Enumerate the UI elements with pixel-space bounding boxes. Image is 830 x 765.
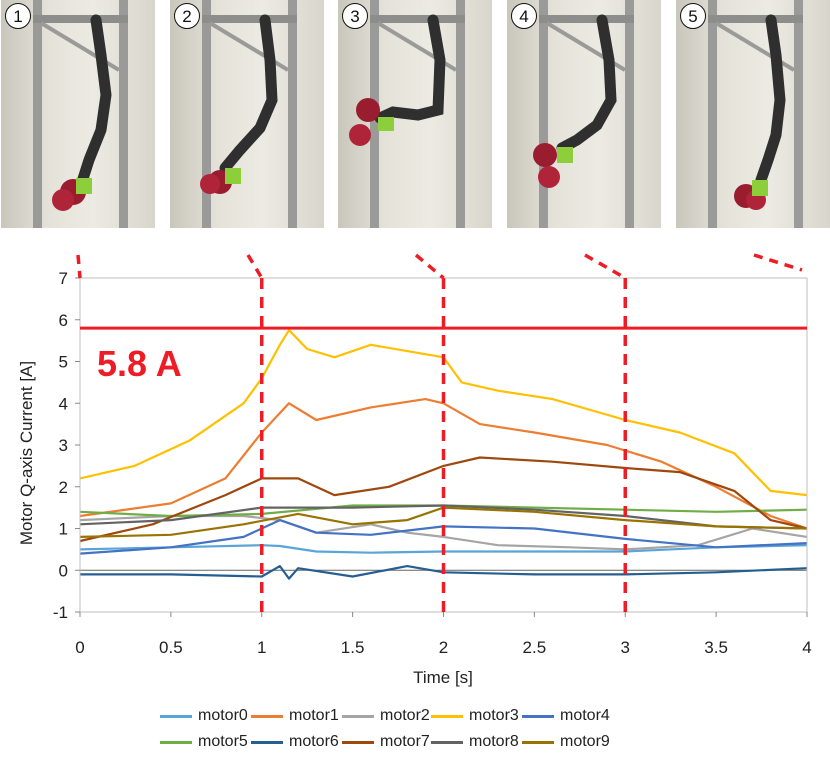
- step-badge-2: 2: [174, 3, 200, 29]
- legend-item-motor4: motor4: [522, 705, 610, 727]
- legend-swatch: [431, 714, 463, 718]
- legend-swatch: [342, 740, 374, 744]
- series-line-motor9: [79, 506, 808, 538]
- robot-arm-illustration: [33, 0, 128, 228]
- step-badge-1: 1: [5, 3, 31, 29]
- y-tick-label: 2: [59, 478, 68, 497]
- y-axis-title: Motor Q-axis Current [A]: [17, 361, 36, 545]
- step-badge-5: 5: [680, 3, 706, 29]
- robot-photo-3: 3: [338, 0, 492, 228]
- robot-arm-illustration: [708, 0, 803, 228]
- photo-connector-2: [246, 254, 264, 279]
- legend-swatch: [342, 714, 374, 718]
- legend-swatch: [160, 740, 192, 744]
- y-tick-label: 1: [59, 520, 68, 539]
- robot-photo-2: 2: [170, 0, 324, 228]
- legend-item-motor0: motor0: [160, 705, 248, 727]
- series-line-motor8: [79, 504, 808, 530]
- x-tick-label: 2.5: [523, 638, 547, 657]
- chart-series-layer: [79, 329, 808, 580]
- legend-item-motor3: motor3: [431, 705, 519, 727]
- legend-label: motor7: [380, 733, 430, 750]
- series-line-motor4: [79, 519, 808, 555]
- series-line-motor0: [79, 544, 808, 554]
- x-tick-label: 1: [257, 638, 266, 657]
- robot-photo-5: 5: [676, 0, 830, 228]
- robot-photo-4: 4: [507, 0, 661, 228]
- legend-item-motor6: motor6: [251, 731, 339, 753]
- legend-item-motor8: motor8: [431, 731, 519, 753]
- step-badge-3: 3: [342, 3, 368, 29]
- legend-label: motor4: [560, 707, 610, 724]
- x-axis-title: Time [s]: [413, 668, 473, 687]
- legend-label: motor9: [560, 733, 610, 750]
- legend-label: motor5: [198, 733, 248, 750]
- legend-label: motor3: [469, 707, 519, 724]
- chart-axes: -1 0 1 2 3 4 5 6 7 0 0.5 1 1.5 2 2.5 3 3.5 4: [53, 269, 812, 657]
- y-tick-label: 4: [59, 394, 68, 413]
- x-tick-label: 4: [802, 638, 811, 657]
- legend-swatch: [251, 714, 283, 718]
- series-line-motor6: [80, 565, 808, 580]
- x-tick-label: 0.5: [159, 638, 183, 657]
- legend-row-1: motor0 motor1 motor2 motor3 motor4: [160, 705, 720, 731]
- legend-swatch: [431, 740, 463, 744]
- legend-label: motor8: [469, 733, 519, 750]
- x-tick-label: 2: [439, 638, 448, 657]
- robot-arm-illustration: [349, 0, 465, 228]
- legend-label: motor2: [380, 707, 430, 724]
- legend-item-motor9: motor9: [522, 731, 610, 753]
- series-line-motor3: [79, 329, 808, 497]
- robot-photo-strip: 1 2 3 4: [0, 0, 830, 230]
- legend-swatch: [251, 740, 283, 744]
- x-tick-label: 1.5: [341, 638, 365, 657]
- legend-item-motor2: motor2: [342, 705, 430, 727]
- y-tick-label: 5: [59, 353, 68, 372]
- threshold-label: 5.8 A: [97, 343, 182, 384]
- photo-connector-3: [414, 253, 445, 280]
- y-tick-label: 6: [59, 311, 68, 330]
- motor-current-chart: -1 0 1 2 3 4 5 6 7 0 0.5 1 1.5 2 2.5 3 3.5 4 5.8 A Time […: [17, 253, 812, 687]
- step-badge-4: 4: [511, 3, 537, 29]
- legend-row-2: motor5 motor6 motor7 motor8 motor9: [160, 731, 720, 757]
- photo-connector-4: [584, 253, 627, 280]
- legend-item-motor7: motor7: [342, 731, 430, 753]
- legend-label: motor1: [289, 707, 339, 724]
- robot-photo-1: 1: [1, 0, 155, 228]
- legend-item-motor1: motor1: [251, 705, 339, 727]
- x-tick-label: 3.5: [704, 638, 728, 657]
- y-tick-label: -1: [53, 603, 68, 622]
- robot-arm-illustration: [533, 0, 634, 228]
- legend-swatch: [522, 740, 554, 744]
- y-tick-label: 3: [59, 436, 68, 455]
- series-line-motor2: [79, 514, 808, 551]
- chart-legend: motor0 motor1 motor2 motor3 motor4 motor5 mot…: [160, 705, 720, 757]
- x-tick-label: 3: [621, 638, 630, 657]
- y-tick-label: 0: [59, 561, 68, 580]
- x-tick-label: 0: [75, 638, 84, 657]
- robot-arm-illustration: [200, 0, 297, 228]
- photo-connector-5: [753, 253, 803, 272]
- legend-swatch: [160, 714, 192, 718]
- series-line-motor7: [79, 456, 808, 543]
- legend-label: motor6: [289, 733, 339, 750]
- chart-annotations: 5.8 A: [76, 253, 807, 612]
- legend-swatch: [522, 714, 554, 718]
- legend-item-motor5: motor5: [160, 731, 248, 753]
- photo-connector-1: [76, 254, 82, 279]
- legend-label: motor0: [198, 707, 248, 724]
- y-tick-label: 7: [59, 269, 68, 288]
